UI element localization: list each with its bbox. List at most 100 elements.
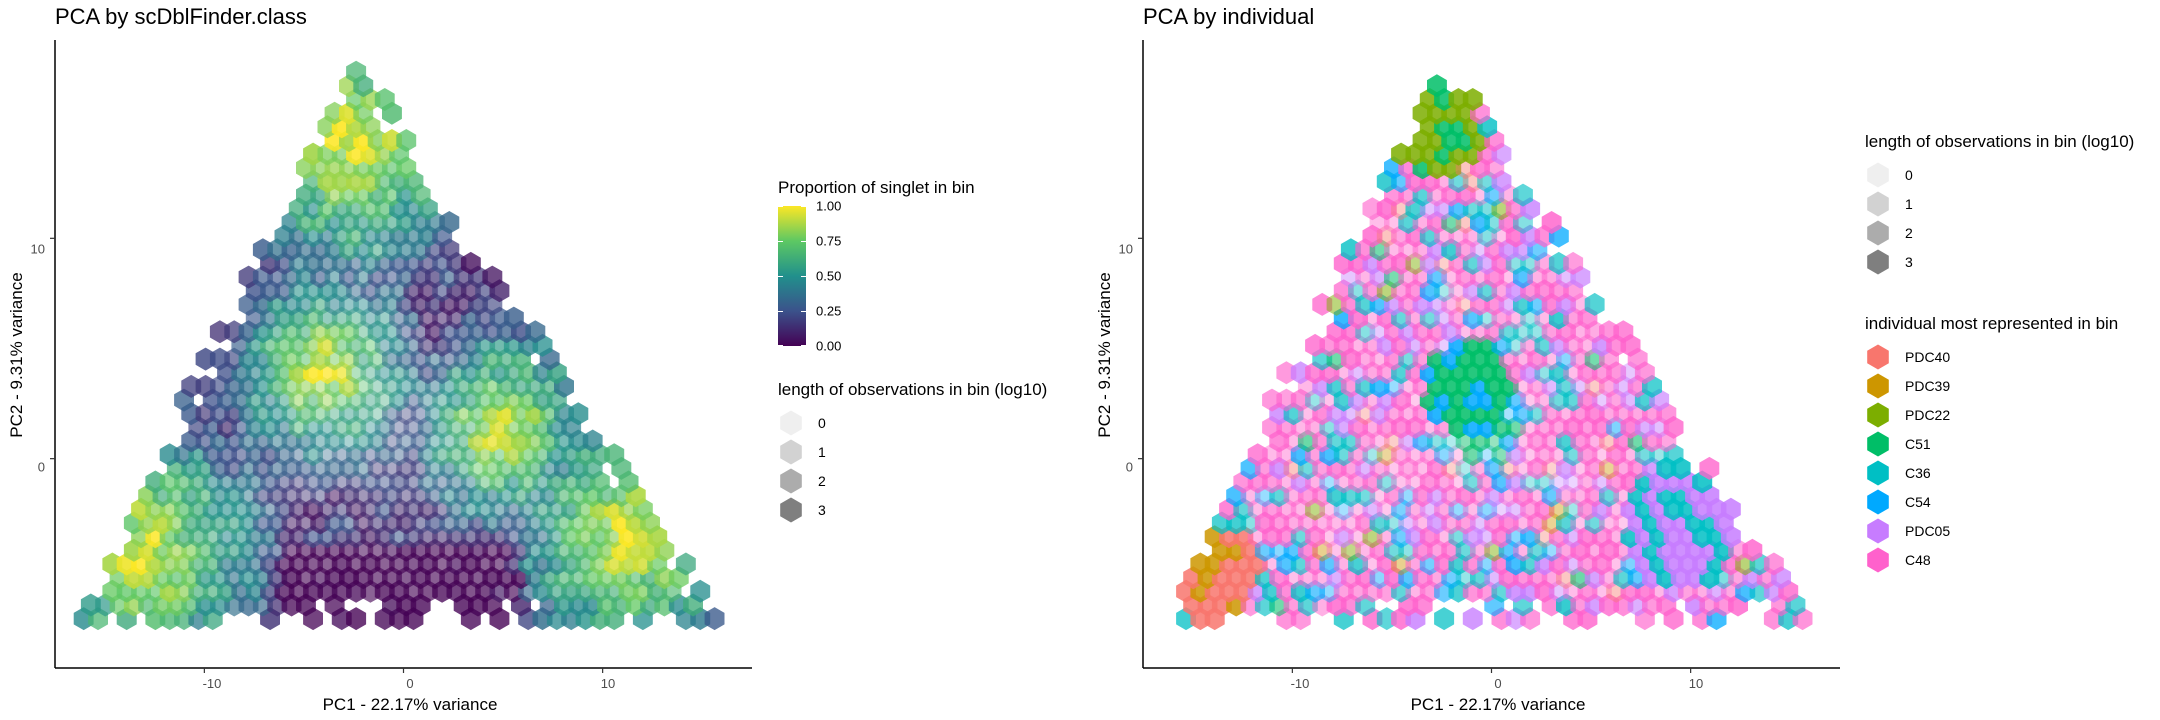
hexbin-cell: [1434, 607, 1455, 631]
hexbin-cell: [1427, 456, 1447, 480]
hexbin-cell: [1513, 265, 1533, 289]
size-legend-item: 0: [1865, 160, 2134, 189]
hexbin-cell: [396, 129, 417, 152]
hexbin-cell: [410, 402, 431, 426]
hexbin-cell: [460, 251, 481, 275]
hexbin-cell: [1455, 238, 1476, 262]
hexbin-cell: [1441, 292, 1462, 316]
size-legend-item: 1: [1865, 189, 2134, 218]
hexbin-cell: [1348, 552, 1368, 576]
observations-legend: length of observations in bin (log10) 0 …: [1865, 132, 2134, 276]
hexagon-key-icon: [778, 497, 804, 523]
hexbin-cell: [353, 374, 374, 398]
hexbin-cell: [1513, 320, 1533, 344]
hexagon-key-icon: [778, 410, 804, 436]
individual-legend-item: C48: [1865, 545, 2118, 574]
hexbin-cell: [604, 443, 625, 467]
hexbin-cell: [367, 402, 388, 426]
panel-scdblfinder: PCA by scDblFinder.class -10 0 10 10 0 P…: [7, 4, 1047, 714]
hexagon-key-icon: [1865, 547, 1891, 573]
hexbin-cell: [1384, 484, 1404, 508]
hexagon-key-icon: [1865, 518, 1891, 544]
hexbin-cell: [353, 402, 374, 426]
size-legend-item: 3: [778, 495, 1047, 524]
individual-legend-item: PDC05: [1865, 516, 2118, 545]
hexbin-cell: [324, 402, 345, 426]
chart-title: PCA by scDblFinder.class: [55, 4, 307, 29]
hexagon-key-icon: [1865, 162, 1891, 188]
size-legend-item: 2: [778, 466, 1047, 495]
x-tick-label: -10: [202, 676, 222, 691]
hexbin-cell: [525, 320, 546, 344]
hexbin-cell: [346, 607, 367, 631]
hexbin-cell: [1427, 74, 1447, 98]
hexbin-cell: [417, 470, 438, 494]
hexbin-cell: [1498, 511, 1519, 535]
y-axis-label: PC2 - 9.31% variance: [1095, 272, 1114, 438]
legend-title: length of observations in bin (log10): [778, 380, 1048, 399]
hexbin-cell: [360, 470, 381, 494]
axes: [1138, 40, 1840, 673]
y-tick-label: 10: [1118, 241, 1133, 257]
hexbin-cell: [1584, 292, 1605, 316]
singlet-proportion-legend: Proportion of singlet in bin 1.00 0.75 0…: [778, 178, 1047, 524]
hexbin-cell: [704, 607, 725, 631]
legend-title: length of observations in bin (log10): [1865, 132, 2135, 151]
legend-title: individual most represented in bin: [1865, 314, 2119, 333]
hexbin-cell: [346, 60, 367, 84]
hexagon-key-icon: [1865, 191, 1891, 217]
hexbin-cell: [1326, 511, 1347, 535]
hexagon-key-icon: [1865, 489, 1891, 515]
x-tick-label: -10: [1290, 676, 1310, 691]
size-legend-item: 3: [1865, 247, 2134, 276]
hexbin-cell: [367, 374, 388, 398]
x-tick-label: 0: [406, 676, 414, 691]
hexagon-key-icon: [1865, 460, 1891, 486]
hexbin-cell: [1462, 607, 1483, 631]
x-tick-label: 10: [1688, 676, 1704, 691]
colorbar-label: 1.00: [816, 198, 842, 214]
hexbin-cell: [1441, 456, 1462, 480]
hexbin-cell: [1613, 320, 1634, 344]
hexbin-cell: [1541, 211, 1562, 234]
y-axis-label: PC2 - 9.31% variance: [7, 272, 26, 438]
hexbin-cell: [675, 552, 696, 576]
hexagon-key-icon: [778, 468, 804, 494]
hexbin-cell: [296, 429, 316, 453]
x-axis-label: PC1 - 22.17% variance: [322, 695, 498, 714]
hexbin-cell: [1297, 511, 1318, 535]
hexbin-cell: [1269, 456, 1290, 480]
hexbin-cell: [1455, 511, 1476, 535]
hexbin-cell: [690, 579, 711, 603]
hexbin-cell: [1763, 552, 1784, 576]
hexbin-cell: [1462, 88, 1483, 111]
x-tick-label: 10: [600, 676, 616, 691]
hexbin-cell: [1548, 361, 1569, 385]
x-tick-label: 0: [1494, 676, 1502, 691]
hexbin-cell: [317, 415, 338, 439]
hexbin-cell: [1505, 470, 1526, 494]
hexbin-cell: [1563, 251, 1584, 275]
plot-area: [50, 40, 752, 673]
individual-legend-item: C51: [1865, 429, 2118, 458]
hexbin-cell: [439, 211, 460, 234]
hexbin-cell: [374, 415, 395, 439]
hexbin-cell: [374, 88, 395, 111]
individual-legend-item: C54: [1865, 487, 2118, 516]
hexbin-cell: [1305, 579, 1325, 603]
hexagon-key-icon: [1865, 431, 1891, 457]
hexbin-cell: [1556, 484, 1576, 508]
size-legend-item: 2: [1865, 218, 2134, 247]
individual-legend-item: C36: [1865, 458, 2118, 487]
hexbin-cell: [296, 484, 316, 508]
hexbin-cell: [1434, 443, 1455, 467]
hexbin-cell: [1391, 251, 1411, 275]
hexbin-cell: [1577, 388, 1598, 412]
y-tick-label: 0: [37, 459, 45, 475]
hexbin-cell: [1333, 525, 1354, 549]
hexbin-cell: [360, 415, 381, 439]
axes: [50, 40, 752, 673]
x-axis-label: PC1 - 22.17% variance: [1410, 695, 1586, 714]
hexbin-cell: [339, 484, 359, 508]
hexbin-layer: [73, 60, 725, 631]
